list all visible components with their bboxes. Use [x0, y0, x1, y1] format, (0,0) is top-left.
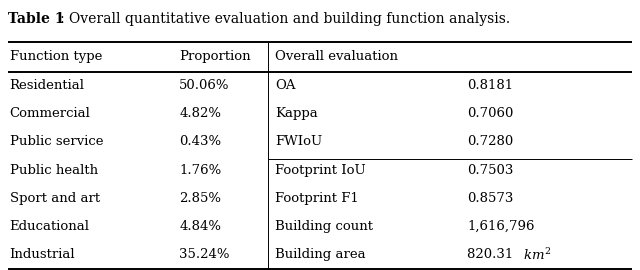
Text: Footprint IoU: Footprint IoU	[275, 164, 366, 177]
Text: Educational: Educational	[10, 220, 90, 233]
Text: : Overall quantitative evaluation and building function analysis.: : Overall quantitative evaluation and bu…	[60, 12, 509, 26]
Text: Overall evaluation: Overall evaluation	[275, 50, 398, 63]
Text: Proportion: Proportion	[179, 50, 251, 63]
Text: 2.85%: 2.85%	[179, 192, 221, 205]
Text: 4.84%: 4.84%	[179, 220, 221, 233]
Text: 1.76%: 1.76%	[179, 164, 221, 177]
Text: Function type: Function type	[10, 50, 102, 63]
Text: Commercial: Commercial	[10, 107, 90, 120]
Text: 4.82%: 4.82%	[179, 107, 221, 120]
Text: 0.43%: 0.43%	[179, 136, 221, 148]
Text: Public health: Public health	[10, 164, 98, 177]
Text: $\mathit{km}^2$: $\mathit{km}^2$	[523, 247, 551, 262]
Text: 820.31: 820.31	[467, 248, 518, 261]
Text: Table 1: Table 1	[8, 12, 64, 26]
Text: 0.8181: 0.8181	[467, 79, 513, 92]
Text: Footprint F1: Footprint F1	[275, 192, 359, 205]
Text: 35.24%: 35.24%	[179, 248, 230, 261]
Text: 50.06%: 50.06%	[179, 79, 230, 92]
Text: 0.7280: 0.7280	[467, 136, 513, 148]
Text: Kappa: Kappa	[275, 107, 318, 120]
Text: Building area: Building area	[275, 248, 366, 261]
Text: Sport and art: Sport and art	[10, 192, 100, 205]
Text: 0.7503: 0.7503	[467, 164, 513, 177]
Text: Building count: Building count	[275, 220, 373, 233]
Text: Public service: Public service	[10, 136, 103, 148]
Text: 0.7060: 0.7060	[467, 107, 513, 120]
Text: 0.8573: 0.8573	[467, 192, 513, 205]
Text: OA: OA	[275, 79, 296, 92]
Text: Residential: Residential	[10, 79, 84, 92]
Text: Industrial: Industrial	[10, 248, 76, 261]
Text: 1,616,796: 1,616,796	[467, 220, 534, 233]
Text: FWIoU: FWIoU	[275, 136, 323, 148]
